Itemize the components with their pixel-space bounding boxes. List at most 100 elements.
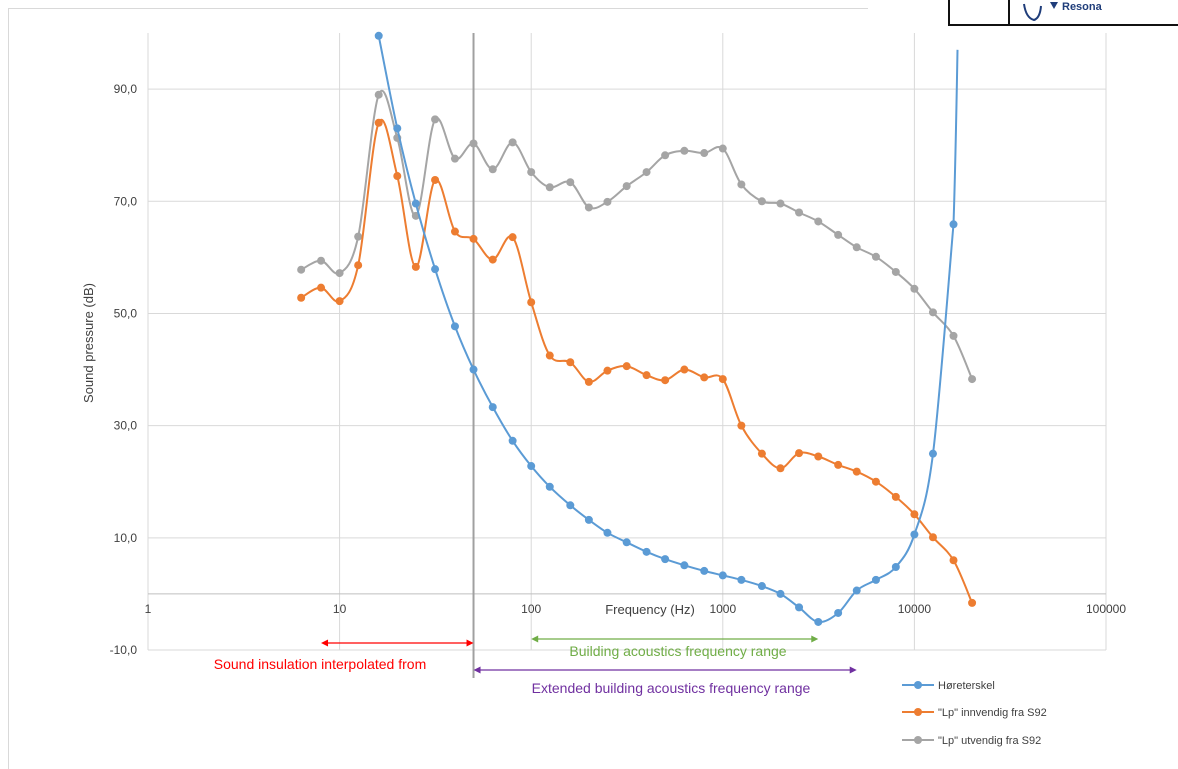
data-point [545,482,554,491]
data-point [642,371,651,380]
legend-item[interactable]: "Lp" utvendig fra S92 [902,735,1041,747]
y-tick-label: 50,0 [114,306,138,320]
data-point [622,182,631,191]
series-line [300,90,974,380]
data-point [776,199,785,208]
data-point [584,377,593,386]
data-point [891,492,900,501]
data-point [566,358,575,367]
data-point [527,168,536,177]
tick-labels: -10,0 10,0 30,0 50,0 70,0 90,0 1 10 100 1000 10000… [110,82,1127,657]
data-point [527,298,536,307]
data-point [928,533,937,542]
legend-item[interactable]: Høreterskel [902,680,995,692]
annotation-label: Sound insulation interpolated from [214,656,426,672]
data-point [354,261,363,270]
data-point [469,234,478,243]
x-axis-title: Frequency (Hz) [605,602,695,617]
data-point [488,403,497,412]
arrow-head-left [473,666,481,674]
legend-marker [914,708,922,716]
annotation-sound-insulation: Sound insulation interpolated from [214,639,474,672]
data-point [642,168,651,177]
data-point [852,243,861,252]
data-point [834,608,843,617]
data-point [700,149,709,158]
legend[interactable]: Høreterskel "Lp" innvendig fra S92 "Lp" ut… [902,680,1047,747]
data-point [776,589,785,598]
x-tick-label: 100000 [1086,602,1126,616]
data-point [335,297,344,306]
data-point [718,144,727,153]
data-point [642,547,651,556]
data-point [891,562,900,571]
data-point [757,197,766,206]
logo-fragment: Resona [948,0,1178,26]
data-point [910,510,919,519]
data-point [566,178,575,187]
data-point [795,603,804,612]
data-point [335,269,344,278]
data-point [814,217,823,226]
annotations: Sound insulation interpolated from Buildi… [214,635,857,696]
data-point [603,528,612,537]
logo-divider [1008,0,1010,25]
data-point [680,561,689,570]
data-point [871,575,880,584]
data-point [603,366,612,375]
series-lp-innvendig [297,118,977,607]
arrow-head-left [321,639,329,647]
y-tick-label: 90,0 [114,82,138,96]
data-point [852,586,861,595]
logo-text: Resona [1062,1,1103,13]
annotation-label: Extended building acoustics frequency ra… [532,680,811,696]
data-point [814,617,823,626]
data-point [661,151,670,160]
data-point [776,464,785,473]
x-tick-label: 100 [521,602,541,616]
annotation-label: Building acoustics frequency range [569,643,786,659]
arrow-head-right [849,666,857,674]
data-point [584,515,593,524]
data-point [469,365,478,374]
data-point [968,375,977,384]
x-tick-label: 1000 [709,602,736,616]
data-point [834,460,843,469]
data-point [488,255,497,264]
data-point [354,232,363,241]
data-point [431,115,440,124]
data-point [661,555,670,564]
data-point [317,283,326,292]
data-point [891,267,900,276]
data-point [566,501,575,510]
data-point [680,146,689,155]
data-point [737,575,746,584]
data-point [910,284,919,293]
data-point [737,421,746,430]
data-point [680,365,689,374]
y-tick-label: 70,0 [114,194,138,208]
legend-marker [914,681,922,689]
data-point [661,376,670,385]
data-point [928,449,937,458]
series-horeterskel [374,31,959,626]
y-tick-label: 30,0 [114,419,138,433]
data-point [757,582,766,591]
data-point [622,538,631,547]
data-point [469,139,478,148]
data-point [949,220,958,229]
series-lp-utvendig [297,90,977,384]
data-point [297,265,306,274]
arrow-head-right [466,639,474,647]
data-point [718,375,727,384]
x-tick-label: 1 [145,602,152,616]
legend-item[interactable]: "Lp" innvendig fra S92 [902,707,1047,719]
legend-label: Høreterskel [938,680,995,692]
data-point [393,172,402,181]
data-point [910,530,919,539]
series-layer [297,31,977,626]
data-point [545,183,554,192]
data-point [700,373,709,382]
data-point [374,90,383,99]
